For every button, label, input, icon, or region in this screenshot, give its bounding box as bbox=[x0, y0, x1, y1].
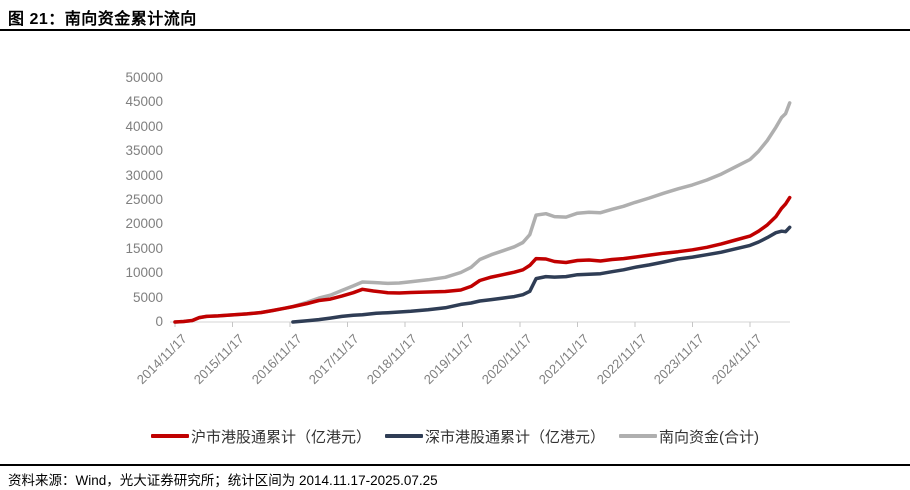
source-note: 资料来源：Wind，光大证券研究所；统计区间为 2014.11.17-2025.… bbox=[8, 473, 438, 488]
legend-item-0: 沪市港股通累计（亿港元） bbox=[150, 426, 371, 447]
y-tick-label: 10000 bbox=[125, 265, 163, 281]
legend-label: 沪市港股通累计（亿港元） bbox=[190, 428, 371, 446]
legend-item-2: 南向资金(合计) bbox=[619, 426, 759, 447]
legend-line-swatch bbox=[619, 434, 658, 438]
series-line-0 bbox=[173, 195, 792, 324]
title-divider bbox=[0, 29, 910, 31]
y-tick-label: 0 bbox=[155, 314, 163, 329]
legend-line-swatch bbox=[150, 434, 189, 438]
y-tick-label: 50000 bbox=[125, 70, 163, 85]
legend-item-1: 深市港股通累计（亿港元） bbox=[385, 426, 605, 447]
legend-line-swatch bbox=[385, 434, 423, 438]
y-tick-label: 40000 bbox=[125, 118, 163, 134]
y-tick-label: 15000 bbox=[125, 240, 163, 256]
figure-title: 图 21：南向资金累计流向 bbox=[8, 11, 197, 28]
y-tick-label: 25000 bbox=[125, 192, 163, 207]
y-tick-label: 35000 bbox=[125, 143, 163, 159]
y-tick-label: 20000 bbox=[125, 216, 163, 232]
y-tick-label: 5000 bbox=[132, 289, 163, 305]
y-tick-label: 30000 bbox=[125, 167, 163, 183]
chart-legend: 沪市港股通累计（亿港元） 深市港股通累计（亿港元） 南向资金(合计) bbox=[0, 424, 910, 448]
legend-label: 南向资金(合计) bbox=[659, 428, 760, 446]
legend-label: 深市港股通累计（亿港元） bbox=[425, 428, 606, 446]
series-line-1 bbox=[291, 225, 792, 324]
line-chart-svg bbox=[170, 101, 792, 327]
y-tick-label: 45000 bbox=[125, 94, 163, 110]
footer-divider bbox=[0, 464, 910, 466]
series-line-2 bbox=[173, 101, 792, 324]
